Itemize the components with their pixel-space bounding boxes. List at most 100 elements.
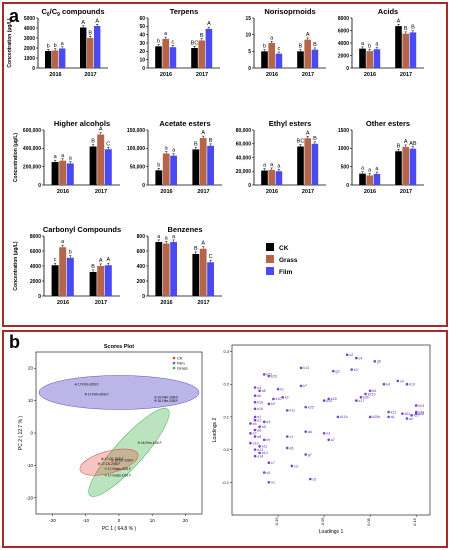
loading-point: [262, 373, 266, 376]
score-point-label: 17-CK-2/06.F: [101, 462, 120, 466]
y-tick-label: 2000: [24, 46, 35, 52]
bar: [402, 33, 409, 68]
x-axis-label: PC 1 ( 64.8 % ): [102, 526, 137, 532]
loading-point-label: k13: [303, 366, 309, 370]
loading-point-label: k3: [354, 368, 358, 372]
loading-point: [258, 425, 261, 429]
bar: [59, 48, 66, 68]
loading-point: [281, 396, 284, 399]
legend-swatch: [266, 267, 274, 275]
significance-letter: c: [172, 39, 175, 45]
significance-letter: a: [375, 42, 379, 48]
legend-marker: [172, 366, 176, 370]
y-tick-label: 0: [142, 294, 145, 300]
significance-letter: a: [61, 41, 65, 47]
loading-point-label: e12: [257, 448, 263, 452]
bar: [359, 48, 366, 68]
significance-letter: B: [91, 264, 95, 270]
loading-point-label: c4: [359, 356, 363, 360]
loading-point-label: n3: [326, 432, 330, 436]
y-tick-label: 0: [38, 294, 41, 300]
chart-title: Carbonyl Compounds: [43, 225, 121, 234]
y-tick-label: 0: [38, 183, 41, 189]
significance-letter: A: [99, 258, 103, 264]
significance-letter: B: [88, 30, 92, 36]
y-tick-label: 0: [142, 183, 145, 189]
film-ellipse: [38, 375, 200, 410]
significance-letter: A: [397, 18, 401, 24]
significance-letter: A: [404, 139, 408, 145]
loading-point: [267, 481, 271, 484]
loading-point-label: k25b: [372, 415, 380, 419]
significance-letter: A: [95, 18, 99, 24]
bar: [104, 265, 112, 296]
bar: [268, 43, 275, 68]
loading-point: [322, 431, 326, 435]
loading-point: [327, 438, 330, 442]
y-tick-label: 5: [248, 49, 251, 55]
bar: [191, 48, 198, 68]
significance-letter: A: [306, 130, 310, 136]
y-tick-label: 20: [139, 49, 145, 55]
x-tick-label: 2017: [84, 72, 96, 78]
x-tick-label: -0.05: [320, 517, 325, 527]
loading-point: [253, 400, 257, 404]
bar: [297, 51, 304, 68]
significance-letter: A: [81, 20, 85, 26]
loading-point: [253, 454, 257, 458]
bar: [207, 262, 214, 296]
bar: [297, 146, 304, 185]
plot-frame: [231, 344, 431, 516]
loading-point-label: k1: [280, 387, 284, 391]
loading-point-label: a7: [331, 438, 335, 442]
x-tick-label: -0.15: [274, 517, 279, 527]
loading-point: [290, 464, 294, 468]
loading-point: [401, 412, 404, 415]
x-tick-label: 2017: [196, 72, 208, 78]
y-tick-label: 5000: [24, 16, 35, 22]
loading-point: [387, 415, 390, 419]
x-tick-label: 0.15: [412, 517, 417, 526]
y-tick-label: 10: [139, 57, 145, 63]
score-point-label: 17-Film-1/06.F: [78, 383, 99, 387]
loading-point-label: k21: [266, 373, 272, 377]
y-tick-label: 200,000: [23, 164, 41, 170]
bar: [97, 134, 105, 185]
loading-point: [249, 422, 252, 425]
loading-point-label: a2: [409, 417, 413, 421]
loading-point-label: k17: [359, 399, 365, 403]
bar: [51, 162, 59, 185]
y-tick-label: 0.3: [223, 349, 229, 354]
significance-letter: C: [209, 254, 213, 260]
legend-label: Grass: [279, 257, 298, 264]
loading-point-label: k12: [391, 410, 397, 414]
significance-letter: a: [157, 234, 161, 240]
legend-label: Grass: [177, 366, 188, 371]
legend-label: CK: [279, 245, 289, 252]
legend-label: CK: [177, 356, 183, 361]
loading-point: [285, 446, 289, 450]
loading-point-label: k6: [257, 394, 261, 398]
loading-point-label: g5: [377, 360, 381, 364]
bar: [66, 163, 74, 185]
legend-swatch: [266, 243, 274, 251]
y-tick-label: -20: [26, 495, 33, 500]
ck-ellipse: [79, 448, 139, 476]
loading-point-label: e11: [262, 445, 268, 449]
loading-point-label: k22: [405, 412, 411, 416]
significance-letter: A: [201, 241, 205, 247]
loading-point: [253, 435, 257, 438]
loading-point-label: c1: [289, 435, 293, 439]
loading-point: [253, 418, 257, 422]
loading-point: [285, 435, 289, 438]
x-tick-label: 2016: [364, 189, 376, 195]
chart-title: Acetate esters: [159, 119, 210, 128]
y-tick-label: 2000: [30, 279, 41, 285]
chart-title: Scores Plot: [104, 344, 134, 350]
loading-point-label: k19: [409, 383, 415, 387]
loading-point-label: e10: [253, 441, 259, 445]
